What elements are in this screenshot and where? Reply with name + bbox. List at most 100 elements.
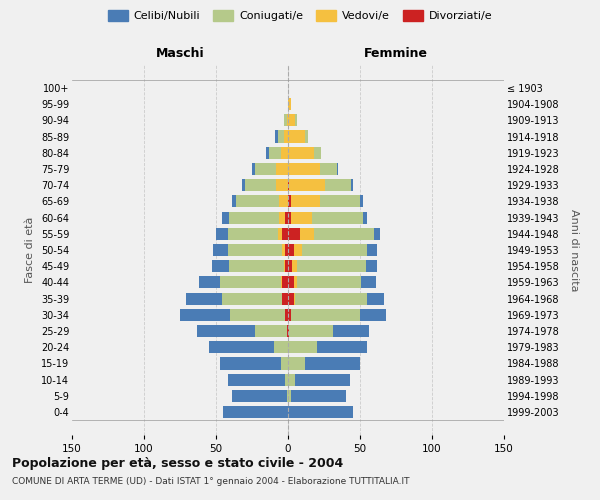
Bar	[288, 390, 291, 402]
Bar	[229, 212, 280, 224]
Bar	[213, 244, 227, 256]
Bar	[287, 390, 288, 402]
Bar	[320, 196, 360, 207]
Bar	[278, 228, 282, 240]
Text: Maschi: Maschi	[155, 48, 205, 60]
Bar	[199, 276, 220, 288]
Bar	[269, 146, 281, 159]
Bar	[289, 179, 325, 191]
Bar	[288, 228, 299, 240]
Bar	[209, 341, 274, 353]
Bar	[320, 163, 337, 175]
Y-axis label: Anni di nascita: Anni di nascita	[569, 209, 579, 291]
Bar	[299, 228, 314, 240]
Bar	[282, 228, 288, 240]
Bar	[295, 374, 350, 386]
Bar	[212, 260, 229, 272]
Bar	[245, 179, 277, 191]
Text: Femmine: Femmine	[364, 48, 428, 60]
Bar	[288, 212, 291, 224]
Bar	[367, 292, 385, 304]
Y-axis label: Fasce di età: Fasce di età	[25, 217, 35, 283]
Bar	[282, 276, 288, 288]
Bar	[291, 196, 320, 207]
Bar	[280, 212, 285, 224]
Bar	[287, 114, 288, 126]
Bar	[222, 212, 229, 224]
Bar	[367, 244, 377, 256]
Bar	[288, 358, 305, 370]
Bar	[292, 260, 296, 272]
Bar	[232, 196, 236, 207]
Bar	[229, 260, 284, 272]
Bar	[314, 146, 321, 159]
Bar	[291, 309, 360, 321]
Bar	[288, 406, 353, 418]
Bar	[361, 276, 376, 288]
Bar	[288, 196, 291, 207]
Bar	[288, 179, 289, 191]
Bar	[266, 146, 269, 159]
Bar	[374, 228, 380, 240]
Bar	[242, 179, 245, 191]
Bar	[289, 325, 332, 337]
Bar	[227, 244, 282, 256]
Bar	[277, 163, 288, 175]
Bar	[288, 98, 291, 110]
Bar	[352, 179, 353, 191]
Bar	[285, 260, 288, 272]
Bar	[295, 114, 296, 126]
Bar	[220, 358, 281, 370]
Bar	[282, 244, 285, 256]
Bar	[282, 292, 288, 304]
Bar	[317, 341, 367, 353]
Bar	[223, 406, 288, 418]
Bar	[232, 390, 287, 402]
Bar	[294, 244, 302, 256]
Bar	[281, 276, 282, 288]
Bar	[288, 276, 294, 288]
Bar	[287, 325, 288, 337]
Bar	[288, 309, 291, 321]
Bar	[285, 309, 288, 321]
Bar	[180, 309, 230, 321]
Legend: Celibi/Nubili, Coniugati/e, Vedovi/e, Divorziati/e: Celibi/Nubili, Coniugati/e, Vedovi/e, Di…	[103, 6, 497, 26]
Bar	[274, 341, 288, 353]
Bar	[278, 130, 284, 142]
Bar	[284, 260, 285, 272]
Bar	[255, 325, 287, 337]
Bar	[291, 212, 313, 224]
Bar	[284, 130, 288, 142]
Bar	[314, 228, 374, 240]
Bar	[281, 146, 288, 159]
Bar	[252, 163, 255, 175]
Bar	[197, 325, 255, 337]
Bar	[296, 260, 366, 272]
Bar	[302, 244, 367, 256]
Bar	[291, 390, 346, 402]
Bar	[288, 244, 294, 256]
Bar	[305, 358, 360, 370]
Bar	[288, 374, 295, 386]
Bar	[288, 146, 314, 159]
Bar	[280, 196, 288, 207]
Bar	[288, 341, 317, 353]
Text: Popolazione per età, sesso e stato civile - 2004: Popolazione per età, sesso e stato civil…	[12, 458, 343, 470]
Bar	[337, 163, 338, 175]
Bar	[288, 130, 305, 142]
Bar	[222, 292, 282, 304]
Bar	[288, 292, 294, 304]
Bar	[236, 196, 280, 207]
Bar	[285, 212, 288, 224]
Bar	[288, 325, 289, 337]
Text: COMUNE DI ARTA TERME (UD) - Dati ISTAT 1° gennaio 2004 - Elaborazione TUTTITALIA: COMUNE DI ARTA TERME (UD) - Dati ISTAT 1…	[12, 478, 409, 486]
Bar	[220, 276, 281, 288]
Bar	[360, 196, 363, 207]
Bar	[284, 114, 287, 126]
Bar	[216, 228, 227, 240]
Bar	[288, 114, 295, 126]
Bar	[288, 163, 320, 175]
Bar	[285, 244, 288, 256]
Bar	[285, 374, 288, 386]
Bar	[305, 130, 308, 142]
